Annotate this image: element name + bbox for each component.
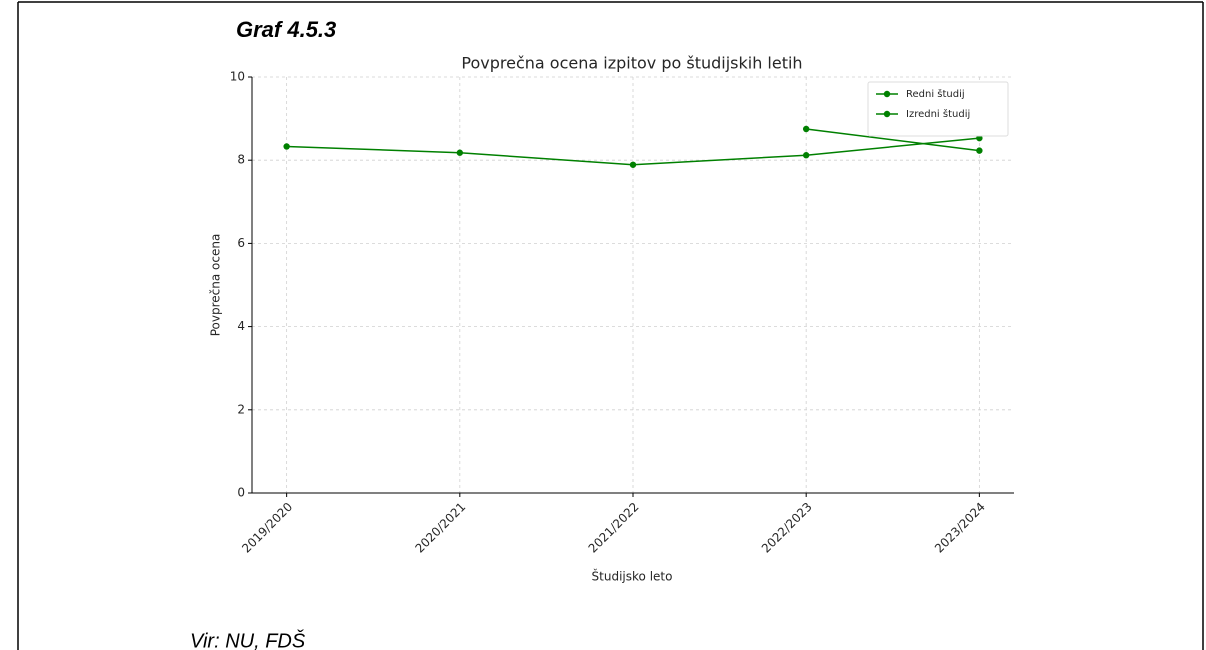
x-tick-label: 2022/2023 (759, 500, 815, 556)
y-tick-label: 0 (237, 486, 245, 500)
x-tick-label: 2019/2020 (239, 500, 295, 556)
data-point (629, 161, 637, 168)
y-tick-label: 2 (237, 402, 245, 416)
chart-title: Povprečna ocena izpitov po študijskih le… (461, 54, 802, 73)
y-tick-label: 4 (237, 319, 245, 333)
data-point (456, 149, 464, 156)
data-point (976, 147, 983, 154)
legend-box (867, 81, 1009, 137)
data-point (976, 134, 983, 142)
data-point (802, 152, 810, 159)
y-tick-label: 10 (230, 70, 245, 84)
y-axis-label: Povprečna ocena (209, 234, 223, 337)
x-axis-label: Študijsko leto (592, 569, 673, 584)
x-tick-label: 2023/2024 (932, 500, 988, 556)
y-tick-label: 8 (237, 153, 245, 167)
caption: Graf 4.5.3 (236, 17, 336, 42)
x-tick-label: 2020/2021 (412, 500, 468, 556)
series-line (806, 128, 980, 152)
source: Vir: NU, FDŠ (190, 629, 306, 650)
legend-label: Redni študij (906, 88, 965, 100)
data-point (283, 143, 290, 150)
x-tick-label: 2021/2022 (586, 500, 642, 556)
legend-label: Izredni študij (906, 108, 970, 120)
y-tick-label: 6 (237, 236, 245, 250)
legend-marker (883, 110, 891, 118)
data-point (802, 125, 810, 133)
legend-marker (883, 90, 891, 98)
